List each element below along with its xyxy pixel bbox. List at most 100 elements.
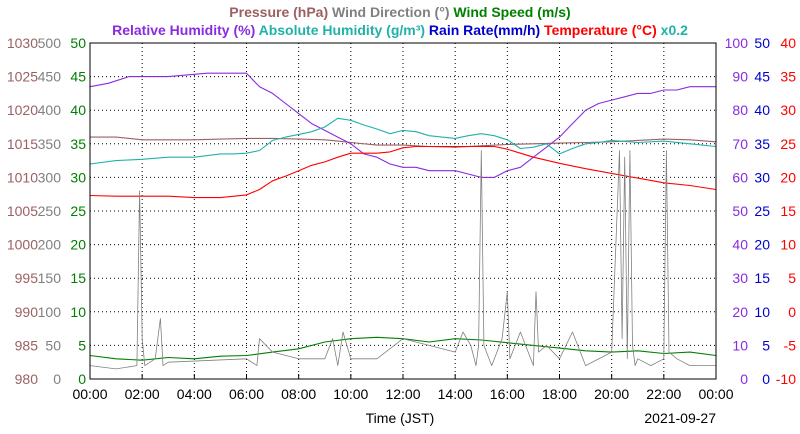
series-line-0 xyxy=(90,136,717,148)
y-tick-wind_speed-1: 5 xyxy=(78,337,86,353)
y-tick-temperature-5: 15 xyxy=(780,203,796,219)
series-line-2 xyxy=(89,117,717,165)
y-tick-relative_humidity-3: 30 xyxy=(732,270,748,286)
x-tick-label-8: 16:00 xyxy=(490,386,525,402)
y-tick-temperature-0: -10 xyxy=(776,371,796,387)
y-tick-pressure-3: 995 xyxy=(15,270,39,286)
y-tick-rain_rate-1: 5 xyxy=(762,337,770,353)
y-tick-relative_humidity-10: 100 xyxy=(725,35,749,51)
y-tick-temperature-7: 25 xyxy=(780,136,796,152)
legend-item-r2-3: Temperature (°C) xyxy=(540,22,657,38)
y-tick-temperature-2: 0 xyxy=(788,304,796,320)
y-tick-relative_humidity-6: 60 xyxy=(732,169,748,185)
y-tick-relative_humidity-7: 70 xyxy=(732,136,748,152)
y-tick-wind_direction-10: 500 xyxy=(38,35,62,51)
x-tick-label-7: 14:00 xyxy=(438,386,473,402)
y-tick-relative_humidity-1: 10 xyxy=(732,337,748,353)
y-tick-wind_speed-2: 10 xyxy=(70,304,86,320)
y-tick-wind_speed-8: 40 xyxy=(70,102,86,118)
y-tick-pressure-4: 1000 xyxy=(7,237,38,253)
x-tick-label-5: 10:00 xyxy=(333,386,368,402)
x-tick-label-4: 08:00 xyxy=(281,386,316,402)
y-tick-relative_humidity-2: 20 xyxy=(732,304,748,320)
y-tick-wind_speed-3: 15 xyxy=(70,270,86,286)
legend-row-2: Relative Humidity (%) Absolute Humidity … xyxy=(112,22,688,38)
y-tick-pressure-2: 990 xyxy=(15,304,39,320)
y-tick-pressure-1: 985 xyxy=(15,337,39,353)
series-line-1 xyxy=(89,72,716,178)
y-tick-wind_direction-6: 300 xyxy=(38,169,62,185)
x-tick-label-12: 00:00 xyxy=(698,386,733,402)
y-tick-wind_speed-6: 30 xyxy=(70,169,86,185)
y-axes: 9809859909951000100510101015102010251030… xyxy=(7,35,796,387)
y-tick-temperature-8: 30 xyxy=(780,102,796,118)
y-tick-temperature-4: 10 xyxy=(780,237,796,253)
y-tick-pressure-10: 1030 xyxy=(7,35,38,51)
legend-item-r1-1: Wind Direction (°) xyxy=(328,4,449,20)
y-tick-wind_direction-1: 50 xyxy=(45,337,61,353)
legend-item-r2-0: Relative Humidity (%) xyxy=(112,22,255,38)
y-tick-rain_rate-9: 45 xyxy=(754,69,770,85)
y-tick-relative_humidity-5: 50 xyxy=(732,203,748,219)
y-tick-rain_rate-10: 50 xyxy=(754,35,770,51)
y-tick-relative_humidity-0: 0 xyxy=(740,371,748,387)
y-tick-wind_direction-4: 200 xyxy=(38,237,62,253)
x-tick-label-0: 00:00 xyxy=(72,386,107,402)
x-tick-label-11: 22:00 xyxy=(646,386,681,402)
x-tick-label-9: 18:00 xyxy=(542,386,577,402)
legend-item-r2-2: Rain Rate(mm/h) xyxy=(425,22,540,38)
y-tick-rain_rate-2: 10 xyxy=(754,304,770,320)
x-tick-label-3: 06:00 xyxy=(229,386,264,402)
y-tick-wind_speed-10: 50 xyxy=(70,35,86,51)
grid xyxy=(90,43,716,379)
y-tick-temperature-10: 40 xyxy=(780,35,796,51)
series-line-4 xyxy=(89,336,717,361)
x-tick-label-6: 12:00 xyxy=(385,386,420,402)
legend: Pressure (hPa) Wind Direction (°) Wind S… xyxy=(112,4,688,38)
date-label: 2021-09-27 xyxy=(644,410,716,426)
y-tick-wind_speed-0: 0 xyxy=(78,371,86,387)
legend-item-r1-2: Wind Speed (m/s) xyxy=(449,4,570,20)
y-tick-temperature-3: 5 xyxy=(788,270,796,286)
y-tick-pressure-0: 980 xyxy=(15,371,39,387)
y-tick-wind_direction-8: 400 xyxy=(38,102,62,118)
y-tick-pressure-7: 1015 xyxy=(7,136,38,152)
y-tick-rain_rate-6: 30 xyxy=(754,169,770,185)
y-tick-wind_direction-0: 0 xyxy=(53,371,61,387)
x-axis-label: Time (JST) xyxy=(366,410,435,426)
y-tick-relative_humidity-9: 90 xyxy=(732,69,748,85)
x-tick-label-10: 20:00 xyxy=(594,386,629,402)
y-tick-wind_speed-5: 25 xyxy=(70,203,86,219)
y-tick-wind_speed-4: 20 xyxy=(70,237,86,253)
y-tick-relative_humidity-8: 80 xyxy=(732,102,748,118)
y-tick-wind_speed-9: 45 xyxy=(70,69,86,85)
y-tick-pressure-8: 1020 xyxy=(7,102,38,118)
y-tick-pressure-5: 1005 xyxy=(7,203,38,219)
legend-item-r2-1: Absolute Humidity (g/m³) xyxy=(255,22,425,38)
series-line-3 xyxy=(89,145,717,199)
x-tick-label-2: 04:00 xyxy=(177,386,212,402)
x-axis: 00:00 02:00 04:00 06:00 08:00 10:00 12:00 14:00… xyxy=(72,374,734,402)
series-line-5 xyxy=(89,150,716,370)
y-tick-temperature-1: -5 xyxy=(784,337,797,353)
y-tick-wind_direction-9: 450 xyxy=(38,69,62,85)
legend-row-1: Pressure (hPa) Wind Direction (°) Wind S… xyxy=(229,4,570,20)
legend-item-r2-4: x0.2 xyxy=(657,22,688,38)
y-tick-rain_rate-7: 35 xyxy=(754,136,770,152)
y-tick-wind_direction-3: 150 xyxy=(38,270,62,286)
legend-item-r1-0: Pressure (hPa) xyxy=(229,4,328,20)
y-tick-temperature-6: 20 xyxy=(780,169,796,185)
y-tick-rain_rate-5: 25 xyxy=(754,203,770,219)
y-tick-pressure-6: 1010 xyxy=(7,169,38,185)
y-tick-relative_humidity-4: 40 xyxy=(732,237,748,253)
y-tick-wind_direction-5: 250 xyxy=(38,203,62,219)
y-tick-rain_rate-8: 40 xyxy=(754,102,770,118)
y-tick-pressure-9: 1025 xyxy=(7,69,38,85)
y-tick-rain_rate-4: 20 xyxy=(754,237,770,253)
y-tick-wind_direction-7: 350 xyxy=(38,136,62,152)
y-tick-rain_rate-0: 0 xyxy=(762,371,770,387)
y-tick-wind_speed-7: 35 xyxy=(70,136,86,152)
x-tick-label-1: 02:00 xyxy=(125,386,160,402)
